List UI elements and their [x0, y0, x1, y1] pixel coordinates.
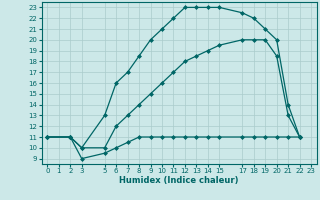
X-axis label: Humidex (Indice chaleur): Humidex (Indice chaleur) [119, 176, 239, 185]
